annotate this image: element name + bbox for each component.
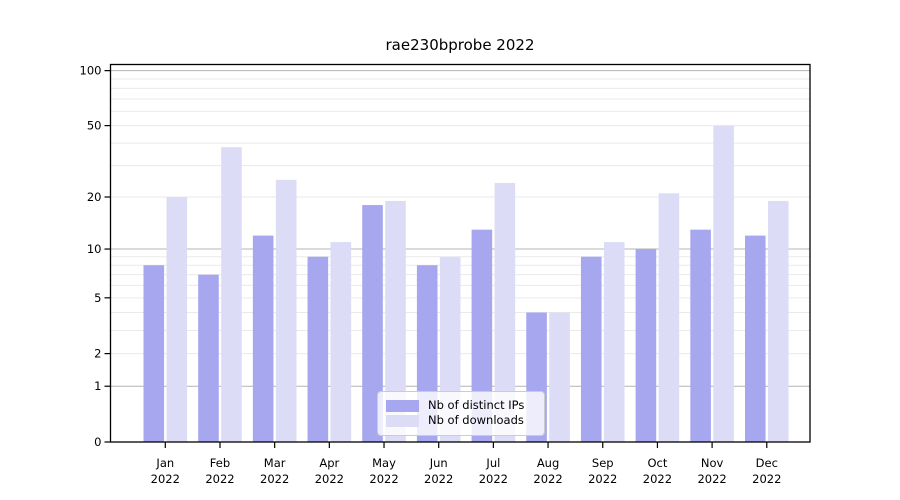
svg-text:1: 1 <box>94 379 101 393</box>
chart-title: rae230bprobe 2022 <box>385 36 535 54</box>
svg-text:2022: 2022 <box>533 472 562 486</box>
svg-text:5: 5 <box>94 291 101 305</box>
svg-text:0: 0 <box>94 435 101 449</box>
svg-text:Oct: Oct <box>647 456 667 470</box>
svg-text:2: 2 <box>94 347 101 361</box>
legend-item-distinct-ips: Nb of distinct IPs <box>386 400 544 412</box>
svg-text:Nov: Nov <box>701 456 724 470</box>
svg-text:Aug: Aug <box>537 456 559 470</box>
svg-text:2022: 2022 <box>260 472 289 486</box>
svg-text:May: May <box>372 456 396 470</box>
svg-text:2022: 2022 <box>588 472 617 486</box>
svg-text:Apr: Apr <box>319 456 339 470</box>
svg-text:50: 50 <box>87 119 102 133</box>
svg-text:2022: 2022 <box>697 472 726 486</box>
svg-text:Jun: Jun <box>429 456 448 470</box>
svg-text:2022: 2022 <box>479 472 508 486</box>
svg-text:Feb: Feb <box>210 456 230 470</box>
svg-text:Jul: Jul <box>485 456 500 470</box>
legend: Nb of distinct IPs Nb of downloads <box>377 391 545 436</box>
svg-text:10: 10 <box>87 242 102 256</box>
svg-text:2022: 2022 <box>424 472 453 486</box>
legend-label-distinct-ips: Nb of distinct IPs <box>428 398 525 413</box>
svg-text:2022: 2022 <box>752 472 781 486</box>
legend-swatch-distinct-ips <box>386 400 419 412</box>
svg-text:Sep: Sep <box>592 456 614 470</box>
svg-text:2022: 2022 <box>151 472 180 486</box>
svg-text:Mar: Mar <box>264 456 286 470</box>
legend-label-downloads: Nb of downloads <box>428 413 524 428</box>
svg-text:20: 20 <box>87 190 102 204</box>
svg-text:2022: 2022 <box>315 472 344 486</box>
svg-text:Dec: Dec <box>756 456 778 470</box>
legend-swatch-downloads <box>386 415 419 427</box>
svg-text:Jan: Jan <box>155 456 174 470</box>
svg-text:100: 100 <box>80 64 102 78</box>
legend-item-downloads: Nb of downloads <box>386 415 544 427</box>
svg-text:2022: 2022 <box>205 472 234 486</box>
svg-text:2022: 2022 <box>369 472 398 486</box>
svg-text:2022: 2022 <box>643 472 672 486</box>
